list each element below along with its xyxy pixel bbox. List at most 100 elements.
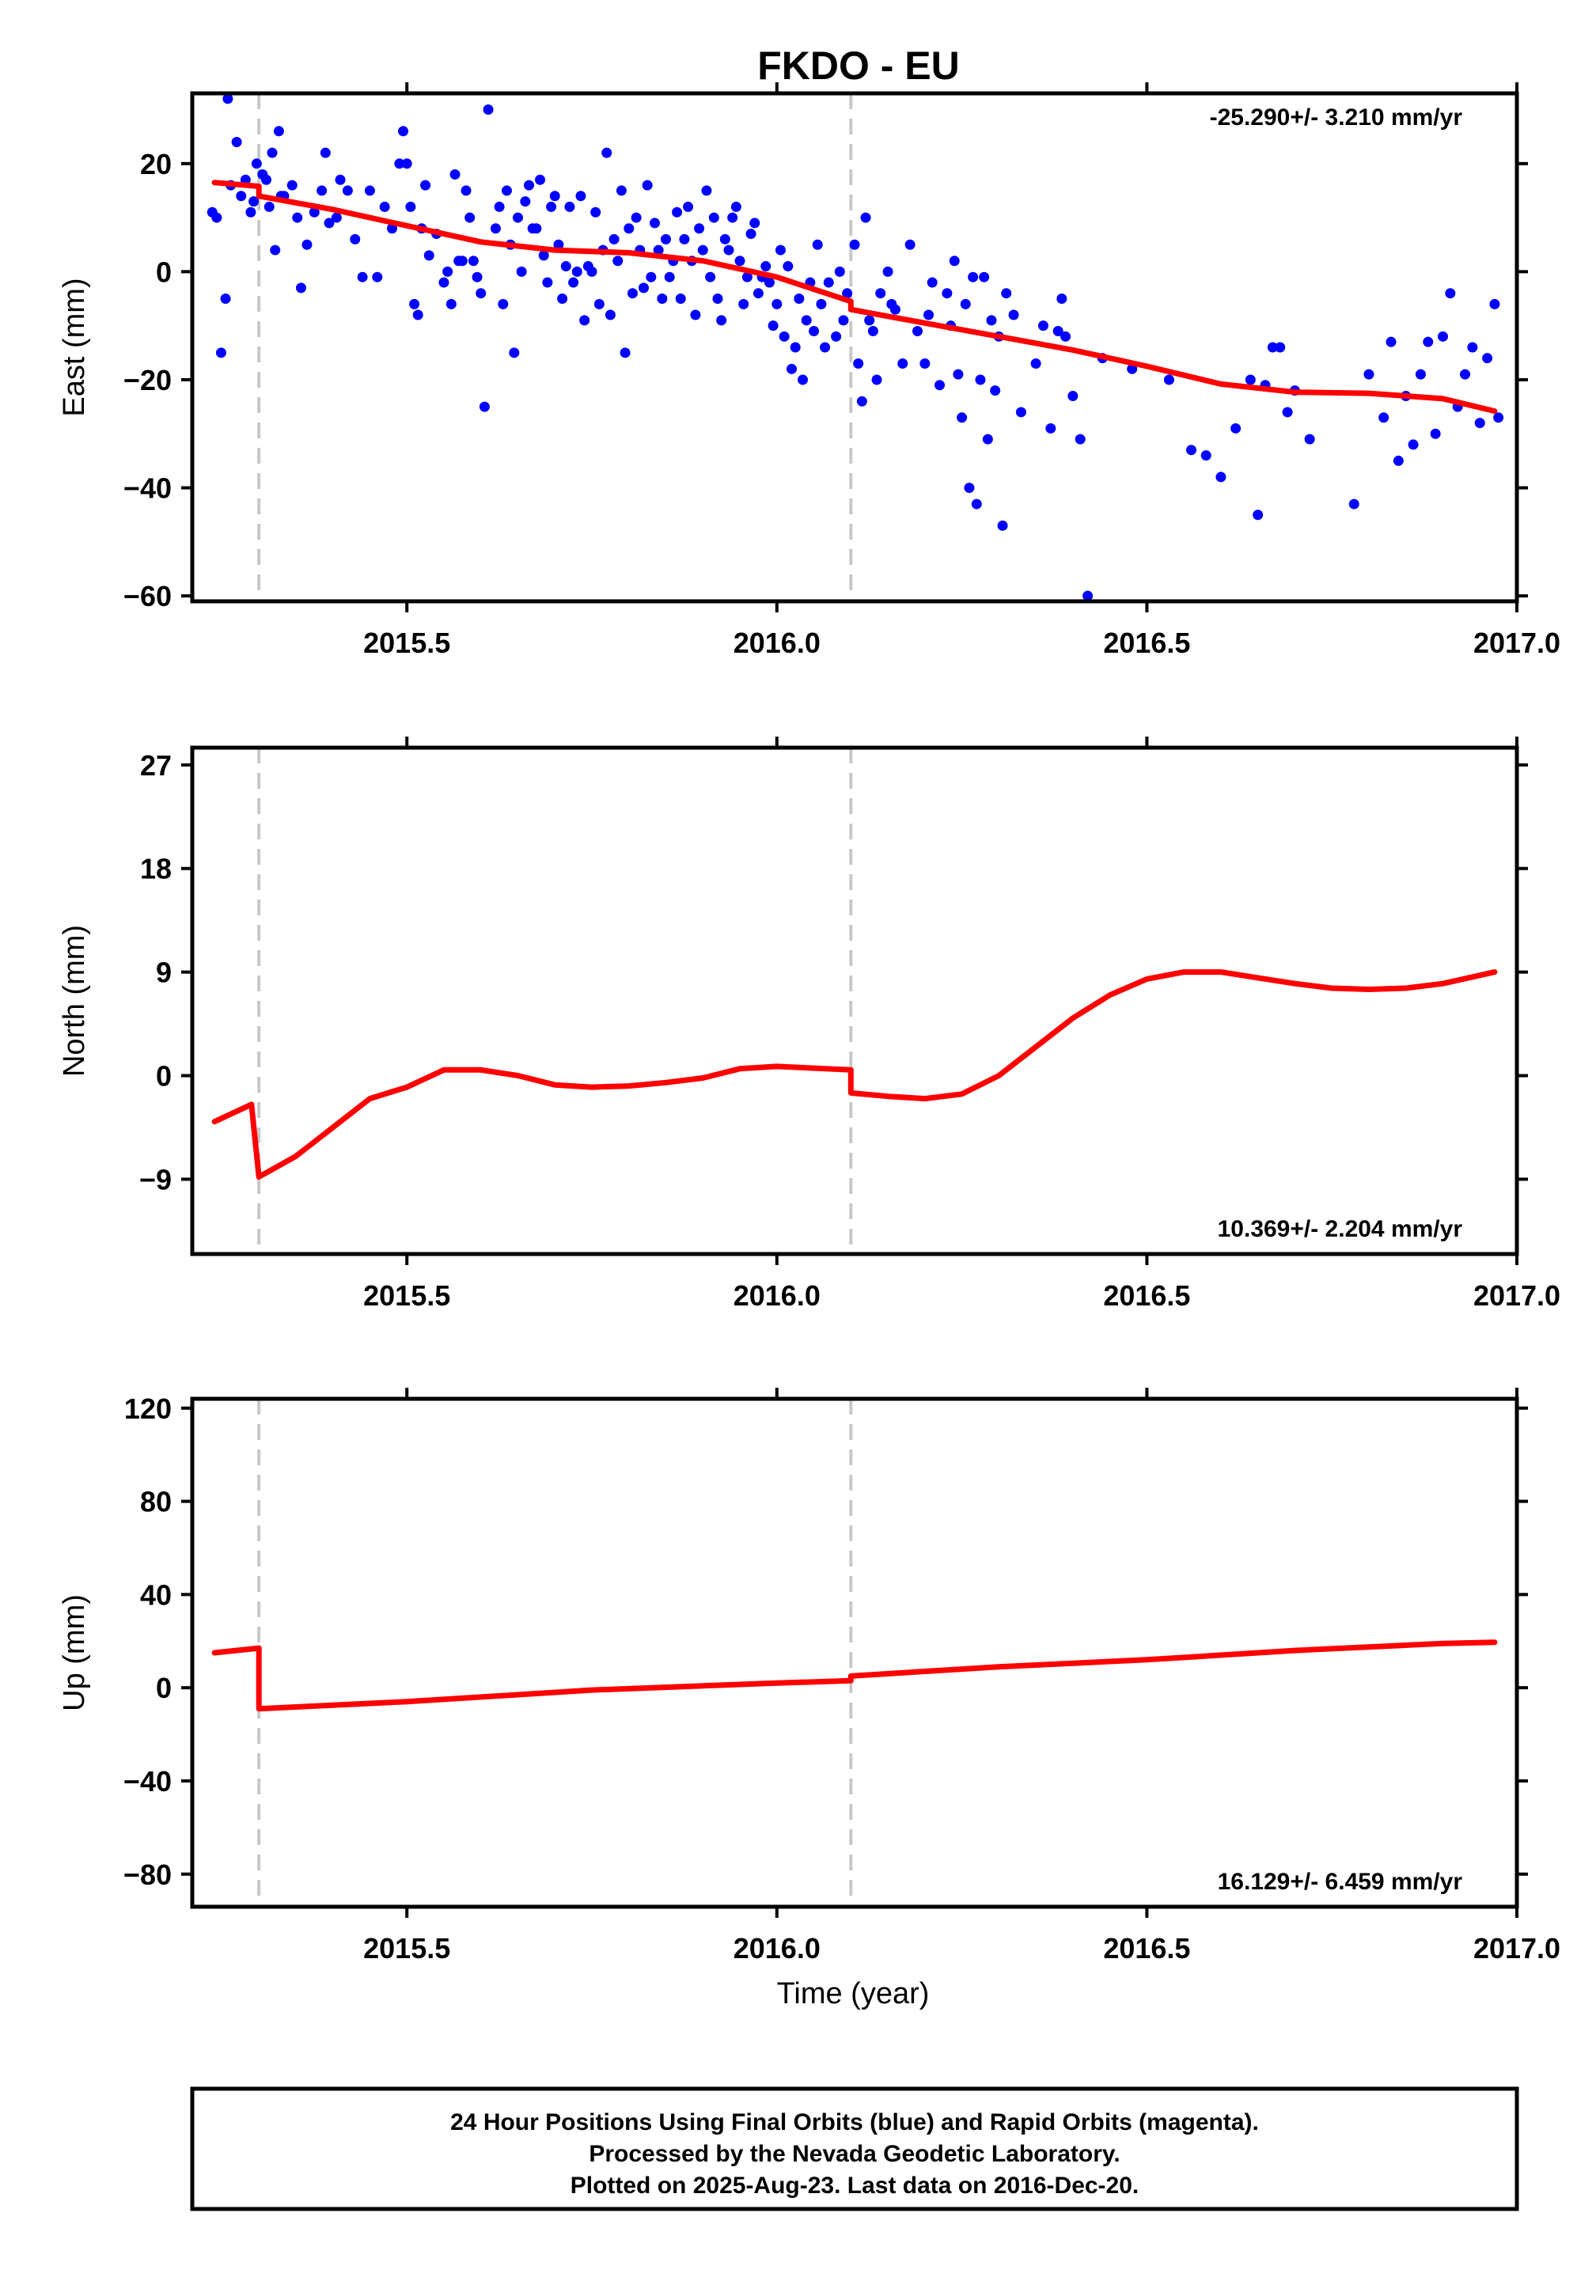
east-data-point (1393, 455, 1404, 466)
east-data-point (468, 256, 479, 267)
east-data-point (524, 180, 535, 191)
up-y-tick-label: 40 (140, 1578, 172, 1611)
east-data-point (509, 347, 520, 358)
east-data-point (1467, 342, 1478, 353)
up-y-tick-label: −80 (123, 1858, 172, 1891)
east-data-point (875, 288, 886, 299)
east-data-point (690, 309, 701, 320)
east-data-point (1056, 294, 1067, 305)
east-data-point (490, 223, 501, 234)
north-y-tick-label: 18 (140, 853, 172, 885)
east-data-point (834, 266, 845, 277)
east-data-point (764, 277, 775, 288)
east-data-point (317, 185, 328, 196)
east-data-point (919, 358, 931, 369)
north-x-tick-label: 2017.0 (1473, 1279, 1560, 1312)
east-data-point (1378, 412, 1389, 423)
east-data-point (1415, 369, 1426, 380)
east-data-point (236, 191, 247, 202)
east-data-point (1430, 428, 1441, 439)
east-data-point (775, 244, 786, 256)
east-data-point (605, 309, 616, 320)
east-data-point (476, 288, 487, 299)
east-data-point (964, 483, 975, 494)
east-data-point (779, 331, 790, 342)
east-data-point (516, 266, 527, 277)
north-model-curve (211, 969, 1498, 1180)
east-data-point (1489, 298, 1500, 309)
east-data-point (1082, 590, 1094, 601)
east-data-point (401, 158, 412, 169)
east-data-point (612, 256, 624, 267)
east-data-point (649, 218, 660, 229)
north-y-tick-label: 0 (156, 1060, 172, 1093)
east-data-point (1437, 331, 1448, 342)
east-data-point (624, 223, 635, 234)
east-data-point (1423, 336, 1434, 347)
east-data-point (1037, 320, 1048, 332)
east-data-point (286, 180, 298, 191)
east-data-point (1304, 434, 1315, 445)
east-data-point (745, 229, 756, 240)
east-data-point (538, 250, 549, 261)
east-data-point (601, 147, 612, 158)
east-data-point (1067, 390, 1079, 401)
east-data-point (231, 136, 242, 147)
east-data-point (1493, 412, 1504, 423)
east-data-point (1060, 331, 1071, 342)
east-data-point (320, 147, 331, 158)
east-data-point (324, 218, 335, 229)
east-data-point (982, 434, 993, 445)
east-data-point (575, 191, 586, 202)
east-y-axis-label: East (mm) (58, 278, 91, 416)
up-plot-frame (190, 1396, 1519, 1909)
x-axis-label: Time (year) (777, 1977, 930, 2010)
east-data-point (1163, 374, 1174, 385)
east-data-point (461, 185, 472, 196)
east-data-point (812, 239, 823, 250)
east-data-point (412, 309, 423, 320)
east-data-point (1215, 472, 1226, 483)
east-data-point (1348, 498, 1359, 510)
east-data-point (997, 520, 1008, 531)
up-y-tick-label: −40 (123, 1765, 172, 1798)
east-data-point (719, 233, 730, 244)
east-data-point (716, 315, 727, 326)
up-x-tick-label: 2016.5 (1103, 1932, 1190, 1964)
east-data-point (553, 239, 564, 250)
east-data-point (1363, 369, 1374, 380)
east-data-point (771, 298, 783, 309)
east-data-point (1253, 510, 1264, 521)
east-data-point (741, 271, 753, 282)
east-data-point (1200, 450, 1211, 461)
east-data-point (882, 266, 893, 277)
east-data-point (449, 169, 461, 180)
east-data-point (568, 277, 579, 288)
east-data-point (631, 212, 642, 223)
footer-line-3: Plotted on 2025-Aug-23. Last data on 201… (571, 2173, 1139, 2199)
east-data-point (912, 326, 923, 337)
east-data-point (292, 212, 303, 223)
east-data-point (593, 298, 605, 309)
east-data-point (712, 294, 723, 305)
east-y-tick-label: −40 (123, 472, 172, 505)
north-y-tick-label: 27 (140, 749, 172, 782)
east-data-point (251, 158, 262, 169)
east-data-point (590, 206, 601, 218)
east-data-point (934, 380, 946, 391)
east-data-point (823, 277, 834, 288)
east-y-tick-label: −60 (123, 580, 172, 612)
north-x-tick-label: 2016.5 (1103, 1279, 1190, 1312)
east-data-point (267, 147, 278, 158)
east-data-point (768, 320, 779, 332)
east-data-point (309, 206, 320, 218)
east-data-point (335, 174, 346, 185)
east-data-point (394, 158, 405, 169)
east-data-point (372, 271, 383, 282)
east-data-point (1186, 445, 1197, 456)
north-y-tick-label: 9 (156, 957, 172, 989)
east-data-point (871, 374, 882, 385)
east-data-point (1408, 439, 1419, 450)
east-data-point (301, 239, 313, 250)
east-data-point (498, 298, 509, 309)
